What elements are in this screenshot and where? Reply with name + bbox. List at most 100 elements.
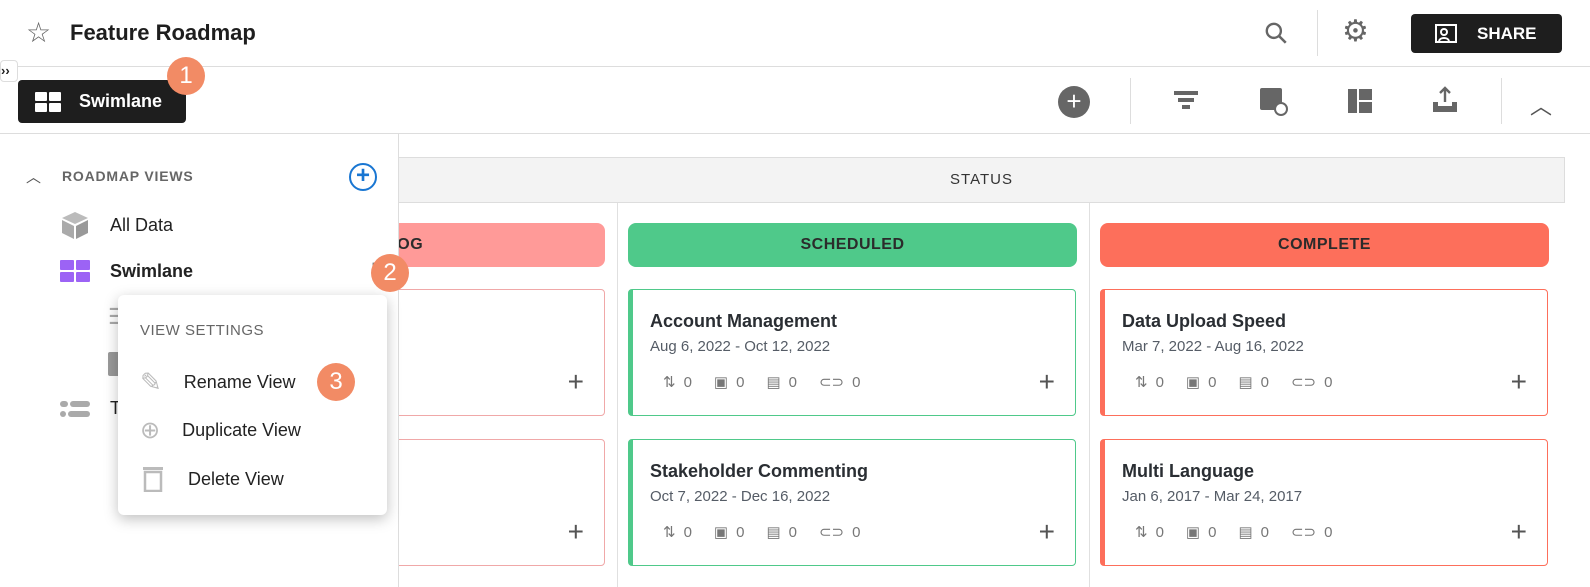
view-switcher-label: Swimlane — [79, 91, 163, 111]
layout-icon[interactable] — [1348, 89, 1372, 113]
attachment-count: 0 — [1324, 523, 1333, 541]
rename-view-item[interactable]: ✎ Rename View — [140, 367, 296, 398]
paperclip-icon: ⊂⊃ — [818, 524, 845, 541]
timeline-icon — [60, 400, 90, 417]
milestone-count: 0 — [1208, 373, 1217, 391]
present-icon — [1435, 23, 1457, 43]
dependency-icon: ⇅ — [663, 524, 676, 541]
add-icon[interactable]: + — [1038, 366, 1055, 397]
top-bar: ☆ Feature Roadmap ⚙ SHARE — [0, 0, 1590, 67]
add-view-button[interactable]: + — [349, 163, 377, 191]
dependency-count: 0 — [683, 523, 692, 541]
collapse-toolbar-icon[interactable]: ︿ — [1530, 94, 1553, 119]
column-header-scheduled: SCHEDULED — [628, 223, 1077, 267]
share-button[interactable]: SHARE — [1411, 14, 1562, 53]
card-meta: ⇅ 0 ▣ 0 ▤ 0 ⊂⊃ 0 — [1135, 523, 1333, 542]
card-meta: ⇅ 0 ▣ 0 ▤ 0 ⊂⊃ 0 — [663, 373, 861, 392]
duplicate-view-item[interactable]: ⊕ Duplicate View — [140, 416, 301, 445]
column-divider — [617, 203, 618, 587]
card-dates: Oct 7, 2022 - Dec 16, 2022 — [650, 488, 831, 505]
milestone-count: 0 — [1208, 523, 1217, 541]
milestone-count: 0 — [736, 523, 745, 541]
filter-icon[interactable] — [1174, 91, 1200, 111]
divider — [1317, 10, 1318, 56]
card-title: Stakeholder Commenting — [650, 461, 869, 481]
add-icon[interactable]: + — [567, 366, 584, 397]
attachment-count: 0 — [1324, 373, 1333, 391]
comment-icon: ▤ — [1238, 374, 1253, 391]
step-badge-2: 2 — [371, 254, 409, 292]
sidebar-item-all-data[interactable]: All Data — [60, 210, 173, 240]
card-meta: ⇅ 0 ▣ 0 ▤ 0 ⊂⊃ 0 — [1135, 373, 1333, 392]
link-view-icon[interactable] — [1260, 88, 1288, 116]
card[interactable]: Multi Language Jan 6, 2017 - Mar 24, 201… — [1100, 439, 1548, 566]
divider — [1501, 78, 1502, 124]
add-icon[interactable]: + — [1510, 516, 1527, 547]
attachment-count: 0 — [852, 523, 861, 541]
card[interactable]: Account Management Aug 6, 2022 - Oct 12,… — [628, 289, 1076, 416]
menu-item-label: Delete View — [188, 468, 284, 489]
star-icon[interactable]: ☆ — [26, 17, 52, 48]
view-settings-menu: VIEW SETTINGS ✎ Rename View ⊕ Duplicate Vi… — [118, 295, 387, 515]
expand-sidebar-icon[interactable]: ›› — [0, 60, 18, 82]
card-meta: ⇅ 0 ▣ 0 ▤ 0 ⊂⊃ 0 — [663, 523, 861, 542]
dependency-icon: ⇅ — [663, 374, 676, 391]
add-item-button[interactable]: + — [1058, 86, 1090, 118]
card-dates: Jan 6, 2017 - Mar 24, 2017 — [1122, 488, 1303, 505]
sidebar-item-swimlane[interactable]: Swimlane — [60, 260, 193, 282]
comment-icon: ▤ — [766, 524, 781, 541]
menu-item-label: Rename View — [183, 372, 296, 392]
dependency-icon: ⇅ — [1135, 524, 1148, 541]
delete-view-item[interactable]: Delete View — [140, 466, 284, 492]
step-badge-1: 1 — [167, 57, 205, 95]
search-icon[interactable] — [1263, 20, 1289, 46]
milestone-count: 0 — [736, 373, 745, 391]
comment-icon: ▤ — [1238, 524, 1253, 541]
calendar-icon: ▣ — [1185, 524, 1201, 541]
paperclip-icon: ⊂⊃ — [818, 374, 845, 391]
card-title: Multi Language — [1122, 461, 1254, 481]
card-dates: Mar 7, 2022 - Aug 16, 2022 — [1122, 338, 1304, 355]
comment-icon: ▤ — [766, 374, 781, 391]
cube-icon — [62, 212, 88, 239]
dependency-count: 0 — [683, 373, 692, 391]
group-header-status: STATUS — [398, 157, 1565, 203]
calendar-icon: ▣ — [1185, 374, 1201, 391]
comment-count: 0 — [788, 523, 797, 541]
dependency-count: 0 — [1155, 373, 1164, 391]
section-title: ROADMAP VIEWS — [62, 168, 194, 184]
card[interactable]: Stakeholder Commenting Oct 7, 2022 - Dec… — [628, 439, 1076, 566]
duplicate-icon: ⊕ — [140, 417, 161, 444]
view-switcher-button[interactable]: Swimlane — [18, 80, 186, 123]
menu-title: VIEW SETTINGS — [140, 322, 265, 339]
comment-count: 0 — [1260, 373, 1269, 391]
add-icon[interactable]: + — [1038, 516, 1055, 547]
gear-icon[interactable]: ⚙ — [1342, 15, 1369, 48]
paperclip-icon: ⊂⊃ — [1290, 524, 1317, 541]
card-dates: Aug 6, 2022 - Oct 12, 2022 — [650, 338, 831, 355]
paperclip-icon: ⊂⊃ — [1290, 374, 1317, 391]
swimlane-icon — [35, 91, 61, 112]
calendar-icon: ▣ — [713, 524, 729, 541]
column-header-complete: COMPLETE — [1100, 223, 1549, 267]
card-title: Account Management — [650, 311, 838, 331]
sidebar-item-label: T — [110, 398, 121, 418]
share-label: SHARE — [1477, 23, 1537, 43]
comment-count: 0 — [1260, 523, 1269, 541]
step-badge-3: 3 — [317, 363, 355, 401]
chevron-up-icon[interactable]: ︿ — [26, 169, 42, 186]
menu-item-label: Duplicate View — [182, 420, 301, 440]
dependency-icon: ⇅ — [1135, 374, 1148, 391]
calendar-icon: ▣ — [713, 374, 729, 391]
dependency-count: 0 — [1155, 523, 1164, 541]
sidebar-item-timeline[interactable]: T — [60, 398, 121, 419]
trash-icon — [143, 467, 163, 492]
card[interactable]: Data Upload Speed Mar 7, 2022 - Aug 16, … — [1100, 289, 1548, 416]
divider — [1130, 78, 1131, 124]
view-toolbar: ›› Swimlane 1 + ︿ — [0, 57, 1590, 134]
export-icon[interactable] — [1432, 86, 1458, 114]
add-icon[interactable]: + — [567, 516, 584, 547]
add-icon[interactable]: + — [1510, 366, 1527, 397]
attachment-count: 0 — [852, 373, 861, 391]
comment-count: 0 — [788, 373, 797, 391]
